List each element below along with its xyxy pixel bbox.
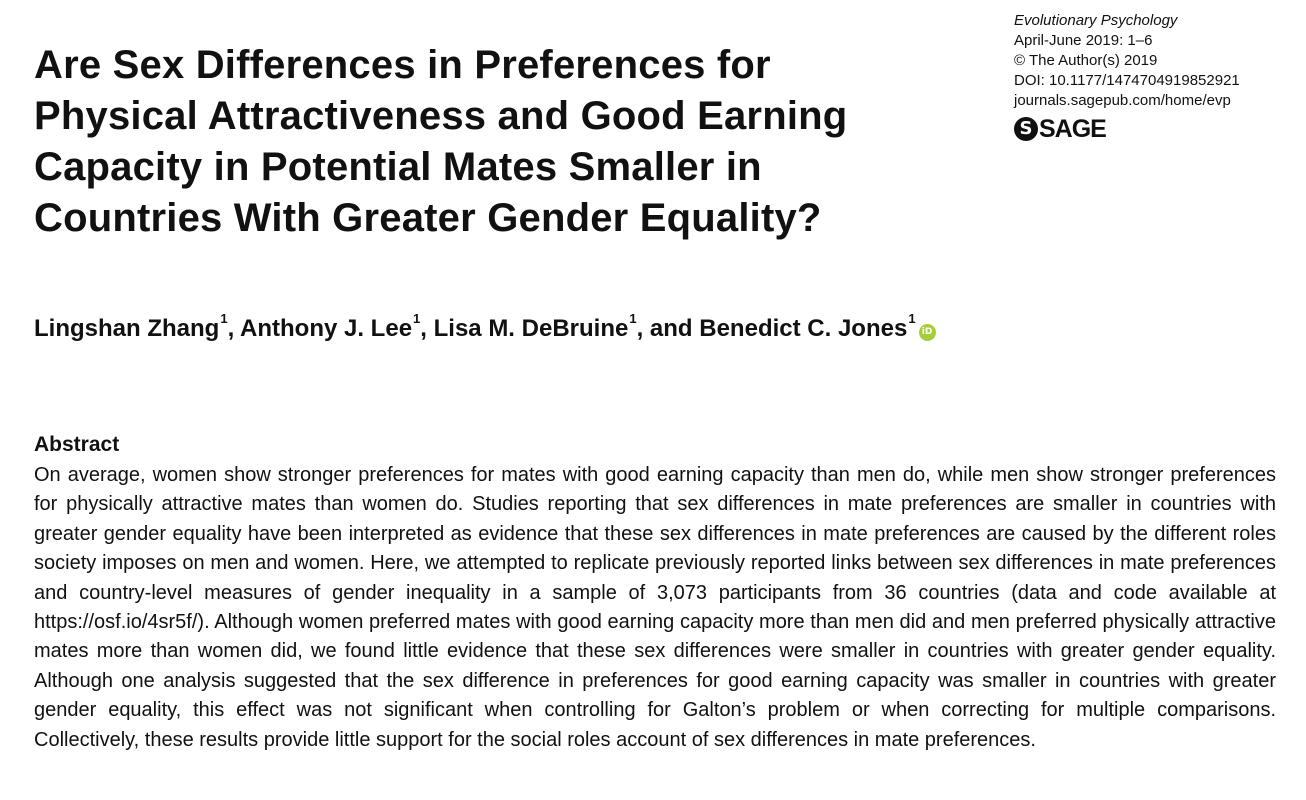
doi[interactable]: DOI: 10.1177/1474704919852921 bbox=[1014, 72, 1240, 89]
journal-info: Evolutionary Psychology April-June 2019:… bbox=[1014, 11, 1299, 143]
author-name: Lingshan Zhang bbox=[34, 315, 220, 342]
author-separator: , bbox=[227, 315, 241, 342]
journal-url[interactable]: journals.sagepub.com/home/evp bbox=[1014, 92, 1231, 109]
sage-logo: S SAGE bbox=[1014, 115, 1299, 143]
author-name: Lisa M. DeBruine bbox=[433, 315, 629, 342]
author-affiliation: 1 bbox=[629, 311, 637, 326]
author-affiliation: 1 bbox=[413, 311, 421, 326]
author-name: Anthony J. Lee bbox=[240, 315, 413, 342]
author-separator: , bbox=[420, 315, 434, 342]
article-title: Are Sex Differences in Preferences for P… bbox=[34, 43, 848, 240]
author-name: Benedict C. Jones bbox=[699, 315, 908, 342]
sage-s-icon: S bbox=[1014, 117, 1038, 141]
publisher-logo-text: SAGE bbox=[1039, 114, 1107, 143]
journal-name: Evolutionary Psychology bbox=[1014, 12, 1178, 29]
author-separator: , and bbox=[636, 315, 700, 342]
copyright-notice: © The Author(s) 2019 bbox=[1014, 52, 1158, 69]
author-affiliation: 1 bbox=[220, 311, 228, 326]
abstract-text: On average, women show stronger preferen… bbox=[34, 464, 1276, 751]
author-list: Lingshan Zhang1, Anthony J. Lee1, Lisa M… bbox=[34, 311, 936, 345]
orcid-icon[interactable]: iD bbox=[918, 324, 936, 341]
journal-issue: April-June 2019: 1–6 bbox=[1014, 32, 1153, 49]
author-affiliation: 1 bbox=[908, 311, 916, 326]
abstract-heading: Abstract bbox=[34, 433, 120, 456]
